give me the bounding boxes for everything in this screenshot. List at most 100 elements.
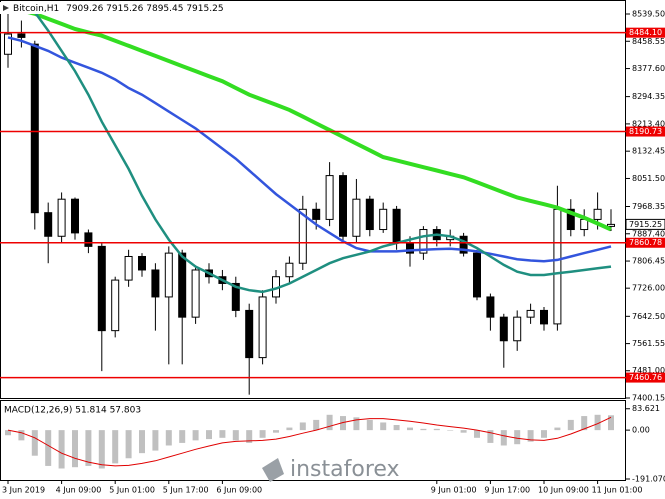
- macd-bar: [514, 430, 521, 445]
- macd-bar: [192, 430, 199, 441]
- candle-body: [231, 282, 240, 311]
- candle-body: [540, 309, 548, 325]
- y-tick-label: 8539.50: [632, 9, 665, 18]
- x-tick-label: 11 Jun 01:00: [592, 486, 643, 495]
- macd-bar: [112, 430, 119, 464]
- candle-body: [151, 269, 160, 298]
- moving-average: [33, 11, 612, 294]
- y-tick-label: 8132.45: [632, 147, 665, 156]
- x-tick-label: 5 Jun 17:00: [163, 486, 209, 495]
- candle-body: [352, 198, 361, 237]
- macd-bar: [206, 430, 212, 440]
- candle-body: [513, 316, 522, 342]
- macd-bar: [541, 430, 547, 438]
- macd-bar: [85, 430, 92, 466]
- macd-bar: [139, 430, 145, 454]
- moving-average: [7, 5, 612, 232]
- level-label: 7460.76: [629, 373, 662, 382]
- candle-body: [71, 198, 79, 234]
- macd-bar: [273, 430, 279, 433]
- x-tick-label: 10 Jun 09:00: [538, 486, 589, 495]
- candle-body: [325, 175, 334, 220]
- y-tick-label: 8213.40: [632, 119, 665, 128]
- candle-body: [164, 252, 173, 298]
- y-tick-label: 7481.00: [632, 366, 665, 375]
- moving-average: [7, 36, 612, 263]
- candle-body: [486, 296, 495, 318]
- title-bg: [0, 2, 200, 14]
- macd-bar: [246, 430, 253, 443]
- candle-body: [44, 212, 53, 237]
- x-tick-label: 6 Jun 09:00: [216, 486, 262, 495]
- macd-bar: [340, 416, 346, 431]
- macd-bar: [353, 417, 360, 431]
- macd-bar: [500, 430, 507, 446]
- y-tick-label: 7968.35: [632, 202, 665, 211]
- y-tick-label: 7806.45: [632, 257, 665, 266]
- title-icon: [3, 5, 9, 11]
- level-label-bg: [626, 27, 665, 38]
- candle-body: [593, 208, 602, 220]
- macd-frame: [0, 400, 626, 481]
- macd-bar: [474, 430, 480, 438]
- candle-body: [459, 235, 468, 254]
- y-tick-label: 7561.55: [632, 339, 665, 348]
- macd-bar: [219, 430, 226, 438]
- y-tick-label: 0.00: [632, 426, 650, 435]
- macd-bar: [554, 427, 561, 431]
- candle-body: [298, 208, 307, 264]
- y-tick-label: 8051.50: [632, 174, 665, 183]
- last-price-label: 7915.25: [629, 220, 662, 229]
- candle-body: [526, 309, 535, 318]
- x-tick-label: 5 Jun 01:00: [109, 486, 155, 495]
- candle-body: [178, 252, 187, 318]
- y-tick-label: 8294.35: [632, 92, 665, 101]
- macd-bar: [567, 419, 574, 431]
- macd-bar: [179, 430, 186, 443]
- candle-body: [392, 208, 401, 244]
- level-label: 8484.10: [629, 28, 662, 37]
- y-tick-label: 8458.55: [632, 37, 665, 46]
- candle-body: [285, 262, 294, 278]
- macd-bar: [232, 430, 239, 441]
- macd-bar: [259, 430, 266, 438]
- x-tick-label: 3 Jun 2019: [2, 486, 45, 495]
- macd-bar: [326, 414, 333, 431]
- macd-bar: [581, 416, 588, 431]
- macd-bar: [58, 430, 65, 469]
- candle-body: [138, 255, 146, 271]
- plot: [0, 5, 630, 484]
- candle-body: [607, 223, 615, 227]
- macd-bar: [608, 415, 614, 431]
- main-frame: [0, 0, 626, 399]
- candle-body: [97, 245, 106, 332]
- macd-bar: [380, 422, 387, 431]
- macd-bar: [299, 422, 306, 431]
- level-label: 8190.73: [629, 127, 662, 136]
- watermark: instaforex: [262, 457, 400, 482]
- level-label: 7860.78: [629, 238, 662, 247]
- candle-body: [111, 279, 120, 332]
- macd-bar: [98, 430, 105, 469]
- signal-line: [7, 416, 612, 467]
- watermark-text: instaforex: [290, 457, 400, 482]
- y-tick-label: 83.621: [632, 404, 660, 413]
- y-tick-label: 7726.00: [632, 284, 665, 293]
- candle-body: [245, 309, 254, 359]
- macd-bar: [407, 427, 413, 431]
- candle-body: [553, 208, 562, 325]
- chart-title: Bitcoin,H1 7909.26 7915.26 7895.45 7915.…: [13, 4, 224, 14]
- candle-body: [191, 269, 200, 318]
- candle-body: [17, 33, 26, 38]
- last-price-bg: [625, 218, 665, 230]
- x-tick-label: 4 Jun 09:00: [56, 486, 102, 495]
- candle-body: [258, 296, 267, 359]
- macd-bar: [527, 430, 534, 442]
- candle-body: [124, 255, 133, 281]
- candle-body: [312, 208, 321, 220]
- watermark-icon: [262, 458, 284, 482]
- level-label-bg: [626, 237, 665, 248]
- macd-bar: [125, 430, 132, 459]
- candle-body: [30, 43, 39, 214]
- macd-title: MACD(12,26,9) 51.814 57.803: [4, 406, 141, 416]
